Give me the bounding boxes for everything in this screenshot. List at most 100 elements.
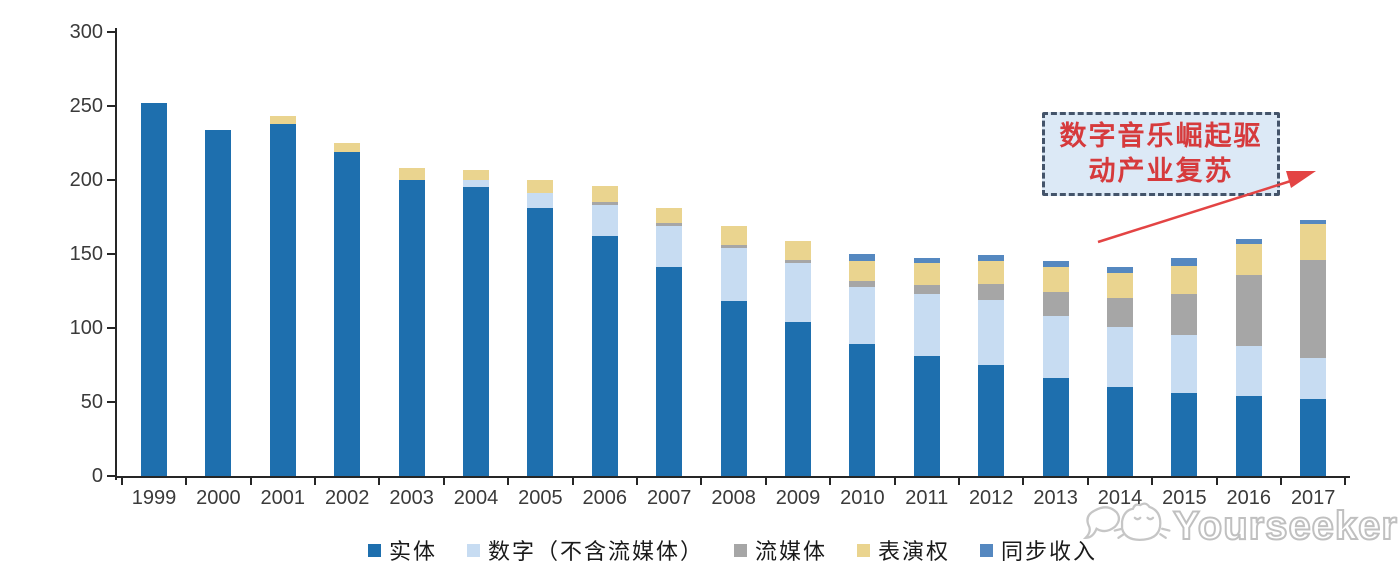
bar-segment-2016-流媒体 (1235, 274, 1262, 346)
bar-segment-2014-实体 (1107, 387, 1133, 476)
bar-segment-2010-数字（不含流媒体） (849, 286, 876, 345)
bar-segment-2007-表演权 (656, 208, 683, 223)
x-axis-label: 2014 (1097, 487, 1143, 509)
y-tick (107, 401, 115, 403)
bar-segment-2016-同步收入 (1235, 239, 1262, 244)
x-axis-label: 2000 (196, 487, 241, 509)
x-tick (571, 478, 574, 485)
bar-segment-2012-流媒体 (978, 283, 1005, 300)
x-tick (314, 478, 316, 485)
legend-swatch (367, 543, 381, 557)
x-tick (442, 478, 445, 485)
bar-segment-2017-表演权 (1300, 224, 1327, 260)
chart-legend: 实体 数字（不含流媒体） 流媒体 表演权 同步收入 (117, 534, 1348, 566)
bar-segment-2003-实体 (398, 180, 425, 476)
y-tick (107, 105, 115, 107)
bar-segment-2013-同步收入 (1042, 261, 1069, 268)
x-tick (1151, 478, 1154, 485)
x-tick (1280, 478, 1282, 485)
x-tick (829, 478, 832, 485)
bar-segment-2012-同步收入 (978, 255, 1005, 262)
bar-segment-2005-表演权 (527, 180, 554, 194)
legend-label: 流媒体 (754, 539, 827, 564)
bar-segment-2014-同步收入 (1107, 267, 1133, 274)
legend-swatch (466, 543, 480, 557)
y-axis-label: 0 (91, 465, 103, 487)
x-axis-label: 2003 (389, 487, 434, 509)
y-axis-label: 250 (69, 95, 103, 117)
y-tick (107, 253, 115, 255)
x-axis-label: 2008 (711, 487, 756, 509)
x-axis-label: 2013 (1033, 487, 1078, 509)
bar-segment-2004-表演权 (463, 169, 489, 180)
x-tick (120, 478, 123, 485)
bar-segment-2013-表演权 (1042, 267, 1069, 293)
bar-segment-2009-实体 (785, 322, 811, 476)
x-axis-label: 2010 (840, 487, 885, 509)
bar-segment-2007-实体 (656, 267, 683, 476)
bar-segment-2012-实体 (978, 365, 1005, 476)
legend-swatch (980, 543, 994, 557)
legend-label: 数字（不含流媒体） (487, 539, 704, 564)
bar-segment-2015-实体 (1171, 393, 1198, 476)
bar-segment-2013-数字（不含流媒体） (1042, 316, 1069, 379)
bar-segment-1999-实体 (141, 103, 167, 476)
x-tick (507, 478, 510, 485)
annotation-line1: 数字音乐崛起驱 (1059, 121, 1263, 151)
bar-segment-2006-流媒体 (591, 202, 618, 206)
bar-segment-2015-同步收入 (1171, 258, 1198, 266)
bar-segment-2011-同步收入 (913, 258, 940, 263)
x-axis-label: 2017 (1290, 487, 1336, 509)
x-tick (1022, 478, 1025, 485)
x-axis-label: 2007 (646, 487, 692, 509)
x-axis-label: 2012 (968, 487, 1014, 509)
y-tick (107, 179, 115, 181)
legend-item-流媒体: 流媒体 (733, 534, 827, 566)
bar-segment-2015-表演权 (1171, 265, 1198, 294)
bar-segment-2017-数字（不含流媒体） (1300, 357, 1327, 400)
bar-segment-2009-表演权 (785, 240, 811, 260)
bar-segment-2001-实体 (269, 123, 296, 476)
yourseeker-logo-icon (1082, 502, 1171, 542)
bar-segment-2015-流媒体 (1171, 293, 1198, 336)
bar-segment-2000-实体 (205, 129, 232, 476)
x-tick (249, 478, 252, 485)
bar-segment-2006-表演权 (591, 185, 618, 203)
bar-segment-2017-实体 (1300, 399, 1327, 476)
bar-segment-2011-流媒体 (913, 285, 940, 294)
bar-segment-2009-流媒体 (785, 259, 811, 263)
watermark: Yourseeker (1082, 494, 1398, 558)
bar-segment-2012-数字（不含流媒体） (978, 299, 1005, 365)
bar-segment-2007-数字（不含流媒体） (656, 225, 683, 268)
x-tick (1215, 478, 1218, 485)
annotation-callout: 数字音乐崛起驱 动产业复苏 (1042, 112, 1280, 196)
x-axis-label: 2011 (905, 487, 949, 509)
bar-segment-2008-表演权 (720, 225, 747, 246)
bar-segment-2014-表演权 (1107, 273, 1133, 299)
x-tick (958, 478, 960, 485)
bar-segment-2014-流媒体 (1107, 298, 1133, 327)
bar-segment-2011-表演权 (913, 262, 940, 286)
legend-item-数字（不含流媒体）: 数字（不含流媒体） (466, 534, 704, 566)
x-axis-label: 2001 (260, 487, 306, 509)
bar-segment-2011-数字（不含流媒体） (913, 293, 940, 357)
bar-segment-2002-实体 (334, 151, 361, 476)
x-axis-label: 2015 (1162, 487, 1207, 509)
x-tick (893, 478, 896, 485)
x-axis-label: 2009 (775, 487, 821, 509)
legend-item-表演权: 表演权 (857, 534, 950, 566)
bar-segment-2010-流媒体 (849, 280, 876, 287)
watermark-text: Yourseeker (1172, 503, 1398, 549)
x-tick (764, 478, 767, 485)
y-tick (107, 31, 115, 33)
bar-segment-2004-实体 (463, 187, 489, 476)
x-tick (1086, 478, 1089, 485)
bar-segment-2016-数字（不含流媒体） (1235, 345, 1262, 397)
x-tick (700, 478, 703, 485)
x-axis-label: 1999 (131, 487, 177, 509)
bar-segment-2015-数字（不含流媒体） (1171, 335, 1198, 394)
y-tick (107, 475, 115, 477)
x-axis-label: 2006 (582, 487, 628, 509)
legend-label: 实体 (388, 539, 437, 564)
